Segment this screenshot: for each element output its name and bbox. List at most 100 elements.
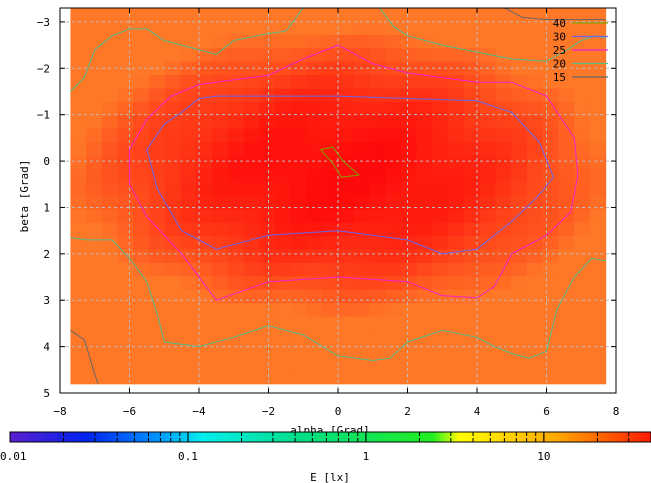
heat-cell [495, 370, 512, 385]
heat-cell [353, 75, 371, 90]
heat-cell [275, 75, 292, 90]
heat-cell [385, 222, 402, 237]
heat-cell [86, 370, 103, 385]
heat-cell [149, 330, 166, 345]
heat-cell [133, 222, 150, 237]
heat-cell [463, 222, 481, 237]
heat-cell [117, 61, 134, 76]
heat-cell [463, 343, 481, 358]
heat-cell [589, 316, 607, 331]
heat-cell [133, 356, 150, 371]
heat-cell [353, 209, 371, 224]
heat-cell [432, 330, 449, 345]
heat-cell [432, 101, 449, 116]
heat-cell [322, 88, 339, 103]
heat-cell [180, 195, 197, 210]
heat-cell [558, 182, 575, 197]
heat-cell [306, 101, 323, 116]
heat-cell [558, 155, 575, 170]
heat-cell [479, 88, 496, 103]
heat-cell [495, 303, 512, 318]
heat-cell [70, 48, 87, 63]
heat-cell [353, 88, 371, 103]
heat-cell [322, 303, 339, 318]
heat-cell [416, 34, 434, 49]
heat-cell [290, 155, 308, 170]
heat-cell [164, 289, 182, 304]
heat-cell [526, 8, 544, 23]
heat-cell [180, 115, 197, 130]
heat-cell [322, 21, 339, 36]
heat-cell [542, 343, 559, 358]
heat-cell [479, 303, 496, 318]
heat-cell [290, 61, 308, 76]
heat-cell [589, 169, 607, 184]
heat-cell [416, 236, 434, 251]
heat-cell [463, 303, 481, 318]
heat-cell [243, 330, 260, 345]
heat-cell [369, 182, 386, 197]
heat-cell [180, 209, 197, 224]
heat-cell [306, 48, 323, 63]
heat-cell [526, 88, 544, 103]
heat-cell [149, 8, 166, 23]
heat-cell [574, 303, 591, 318]
heat-cell [511, 209, 528, 224]
heat-cell [259, 75, 276, 90]
heat-cell [369, 276, 386, 291]
heat-cell [290, 343, 308, 358]
heat-cell [463, 370, 481, 385]
heat-cell [306, 182, 323, 197]
heat-cell [322, 262, 339, 277]
x-tick-label: 6 [543, 405, 550, 418]
heat-cell [369, 8, 386, 23]
heat-cell [416, 142, 434, 157]
x-tick-label: 4 [474, 405, 481, 418]
heat-cell [275, 142, 292, 157]
heat-cell [400, 115, 418, 130]
heat-cell [385, 8, 402, 23]
heat-cell [290, 262, 308, 277]
heat-cell [227, 182, 245, 197]
heat-cell [338, 8, 355, 23]
heat-cell [369, 115, 386, 130]
heat-cell [243, 34, 260, 49]
heat-cell [275, 34, 292, 49]
heat-cell [495, 48, 512, 63]
heat-cell [511, 316, 528, 331]
heat-cell [432, 370, 449, 385]
heat-cell [212, 169, 229, 184]
heat-cell [385, 262, 402, 277]
heat-cell [526, 128, 544, 143]
heat-cell [306, 75, 323, 90]
heat-cell [275, 356, 292, 371]
heat-cell [432, 195, 449, 210]
heat-cell [542, 101, 559, 116]
heat-cell [86, 48, 103, 63]
heat-cell [400, 370, 418, 385]
heat-cell [558, 316, 575, 331]
heat-cell [306, 195, 323, 210]
heat-cell [101, 222, 119, 237]
heat-cell [275, 222, 292, 237]
heat-cell [495, 61, 512, 76]
heat-cell [149, 316, 166, 331]
heat-cell [511, 276, 528, 291]
heat-cell [463, 209, 481, 224]
heat-cell [400, 128, 418, 143]
heat-cell [149, 88, 166, 103]
heat-cell [353, 195, 371, 210]
heat-cell [558, 356, 575, 371]
heat-cell [589, 303, 607, 318]
heat-cell [353, 262, 371, 277]
heat-cell [495, 21, 512, 36]
heat-cell [259, 34, 276, 49]
heat-cell [196, 101, 213, 116]
heat-cell [86, 249, 103, 264]
heat-cell [133, 316, 150, 331]
heat-cell [149, 195, 166, 210]
heat-cell [180, 128, 197, 143]
heat-cell [463, 249, 481, 264]
contour-line-30 [146, 95, 555, 255]
heat-cell [574, 249, 591, 264]
